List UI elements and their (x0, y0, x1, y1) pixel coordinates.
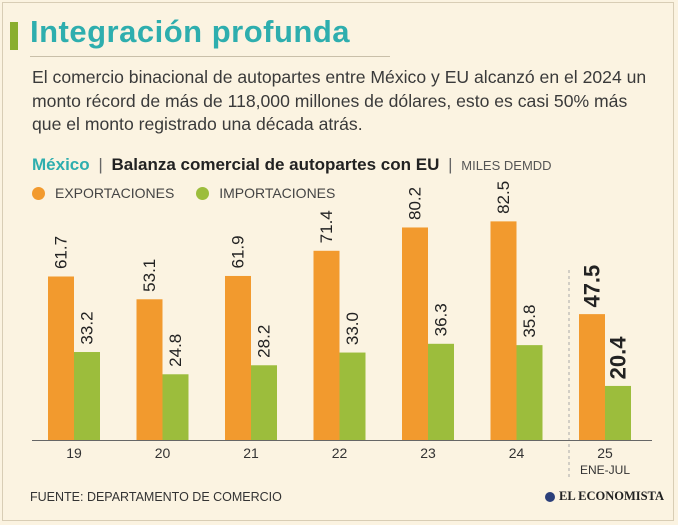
bar-exports-23 (402, 227, 428, 440)
data-label-imports-19: 33.2 (78, 311, 97, 344)
legend-exports-swatch (32, 186, 45, 200)
chart-subtitle: México | Balanza comercial de autopartes… (32, 155, 552, 175)
bar-exports-19 (48, 276, 74, 440)
x-tick-label-25: 25 (597, 445, 613, 461)
title-divider (30, 56, 390, 57)
data-label-imports-24: 35.8 (520, 305, 539, 338)
title-accent-bar (10, 22, 18, 50)
data-label-exports-24: 82.5 (494, 181, 513, 214)
page-title: Integración profunda (30, 14, 350, 49)
bar-imports-23 (428, 343, 454, 440)
x-tick-label-23: 23 (420, 445, 436, 461)
subtitle-country: México (32, 155, 90, 174)
legend-exports-label: EXPORTACIONES (55, 185, 175, 201)
bar-imports-21 (251, 365, 277, 440)
data-label-exports-23: 80.2 (406, 187, 425, 220)
x-tick-label-22: 22 (332, 445, 348, 461)
bar-imports-19 (74, 352, 100, 440)
x-tick-label-24: 24 (509, 445, 525, 461)
data-label-imports-21: 28.2 (255, 325, 274, 358)
brand-mark-icon (545, 491, 555, 502)
x-tick-label-19: 19 (66, 445, 82, 461)
x-tick-label-20: 20 (155, 445, 171, 461)
data-label-exports-25: 47.5 (580, 265, 605, 308)
infographic-frame (2, 2, 674, 521)
data-label-exports-20: 53.1 (140, 259, 159, 292)
data-label-imports-22: 33.0 (343, 312, 362, 345)
subtitle-unit: MILES DEMDD (461, 158, 552, 173)
x-tick-sublabel-25: ENE-JUL (580, 463, 630, 477)
data-label-imports-20: 24.8 (166, 334, 185, 367)
subtitle-main: Balanza comercial de autopartes con EU (111, 155, 440, 174)
x-tick-label-21: 21 (243, 445, 259, 461)
bar-imports-25 (605, 385, 631, 440)
intro-text: El comercio binacional de autopartes ent… (32, 67, 647, 134)
legend-exports: EXPORTACIONES (32, 185, 174, 201)
bar-imports-24 (516, 345, 543, 440)
bar-exports-20 (136, 299, 163, 440)
source-note: FUENTE: DEPARTAMENTO DE COMERCIO (30, 490, 282, 504)
bar-exports-25 (579, 314, 605, 440)
data-label-exports-21: 61.9 (229, 235, 248, 268)
subtitle-separator: | (98, 155, 103, 174)
data-label-imports-23: 36.3 (432, 303, 451, 336)
chart-legend: EXPORTACIONES IMPORTACIONES (32, 185, 353, 203)
subtitle-separator-2: | (448, 155, 453, 174)
data-label-exports-22: 71.4 (317, 210, 336, 243)
legend-imports-label: IMPORTACIONES (219, 185, 336, 201)
bar-exports-24 (490, 221, 517, 440)
legend-imports-swatch (196, 186, 210, 200)
brand-name: EL ECONOMISTA (559, 489, 664, 503)
data-label-exports-19: 61.7 (52, 236, 71, 269)
bar-imports-22 (339, 352, 366, 440)
legend-imports: IMPORTACIONES (196, 185, 335, 201)
bar-exports-22 (313, 250, 340, 440)
bar-exports-21 (225, 275, 251, 440)
bar-imports-20 (162, 374, 189, 440)
data-label-imports-25: 20.4 (606, 336, 631, 380)
brand-logo: EL ECONOMISTA (545, 489, 664, 504)
